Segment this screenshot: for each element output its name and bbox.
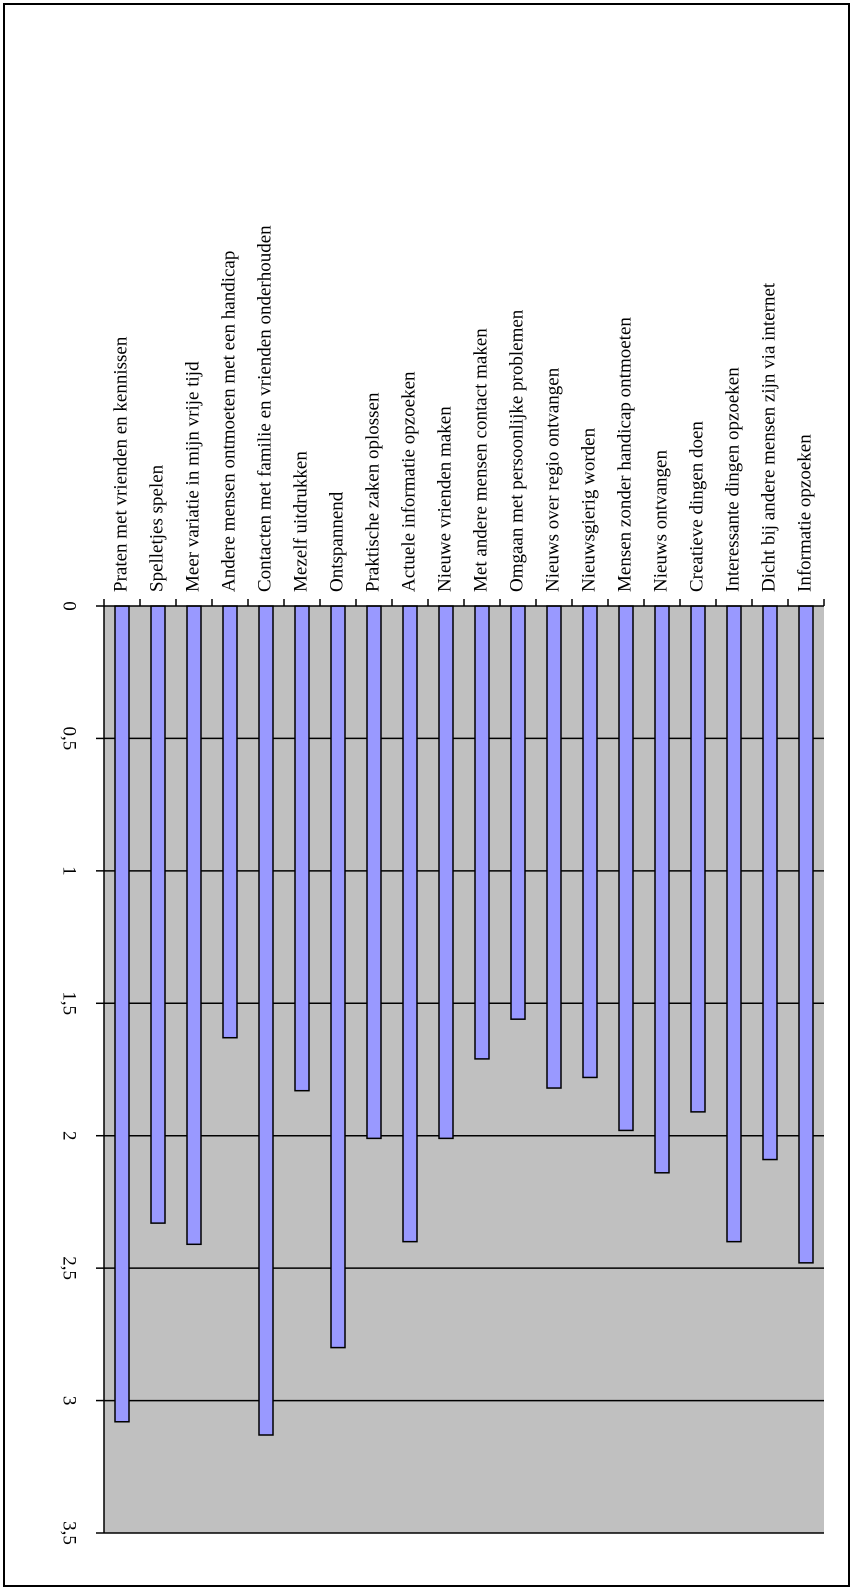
category-label: Omgaan met persoonlijke problemen <box>506 309 527 592</box>
category-label: Actuele informatie opzoeken <box>398 371 419 592</box>
value-axis-tick-label: 0 <box>59 601 80 611</box>
bar <box>366 605 382 1140</box>
bar <box>798 605 814 1264</box>
bar <box>330 605 346 1349</box>
category-label: Praktische zaken oplossen <box>362 392 383 592</box>
bar <box>150 605 166 1224</box>
bar <box>294 605 310 1092</box>
category-label: Nieuwsgierig worden <box>578 427 599 592</box>
category-label: Meer variatie in mijn vrije tijd <box>182 361 203 592</box>
bar <box>474 605 490 1060</box>
value-axis-tick-label: 2,5 <box>59 1256 80 1280</box>
category-label: Met andere mensen contact maken <box>470 328 491 592</box>
category-label: Mensen zonder handicap ontmoeten <box>614 317 635 592</box>
bar <box>114 605 130 1423</box>
axes <box>96 599 825 1534</box>
value-axis-tick-labels: 0 0,5 1 1,5 2 2,5 3 3,5 <box>59 601 80 1545</box>
bar <box>222 605 238 1039</box>
value-axis-tick-label: 1,5 <box>59 991 80 1015</box>
bar <box>582 605 598 1079</box>
category-label: Ontspannend <box>326 491 347 592</box>
category-label: Praten met vrienden en kennissen <box>110 336 131 592</box>
category-label: Contacten met familie en vrienden onderh… <box>254 225 275 592</box>
category-label: Mezelf uitdrukken <box>290 451 311 592</box>
category-axis-labels: Informatie opzoeken Dicht bij andere mens… <box>110 225 815 592</box>
bar <box>762 605 778 1161</box>
bar <box>726 605 742 1243</box>
category-label: Spelletjes spelen <box>146 464 167 592</box>
plot-area <box>104 606 824 1533</box>
bar <box>258 605 274 1436</box>
category-label: Andere mensen ontmoeten met een handicap <box>218 251 239 592</box>
category-label: Creatieve dingen doen <box>686 421 707 592</box>
bar <box>618 605 634 1132</box>
category-label: Informatie opzoeken <box>794 434 815 592</box>
bar <box>546 605 562 1089</box>
value-axis-tick-label: 3 <box>59 1396 80 1406</box>
value-axis-tick-label: 1 <box>59 866 80 876</box>
bar <box>438 605 454 1140</box>
bar <box>510 605 526 1020</box>
value-axis-tick-label: 0,5 <box>59 727 80 751</box>
value-axis-tick-label: 2 <box>59 1131 80 1141</box>
value-axis-tick-label: 3,5 <box>59 1521 80 1545</box>
bar <box>654 605 670 1174</box>
category-label: Dicht bij andere mensen zijn via interne… <box>758 282 779 592</box>
category-label: Nieuws ontvangen <box>650 450 671 592</box>
bar <box>690 605 706 1113</box>
bar <box>402 605 418 1243</box>
category-label: Nieuwe vrienden maken <box>434 406 455 592</box>
category-label: Nieuws over regio ontvangen <box>542 367 563 592</box>
bar <box>186 605 202 1246</box>
category-label: Interessante dingen opzoeken <box>722 367 743 592</box>
